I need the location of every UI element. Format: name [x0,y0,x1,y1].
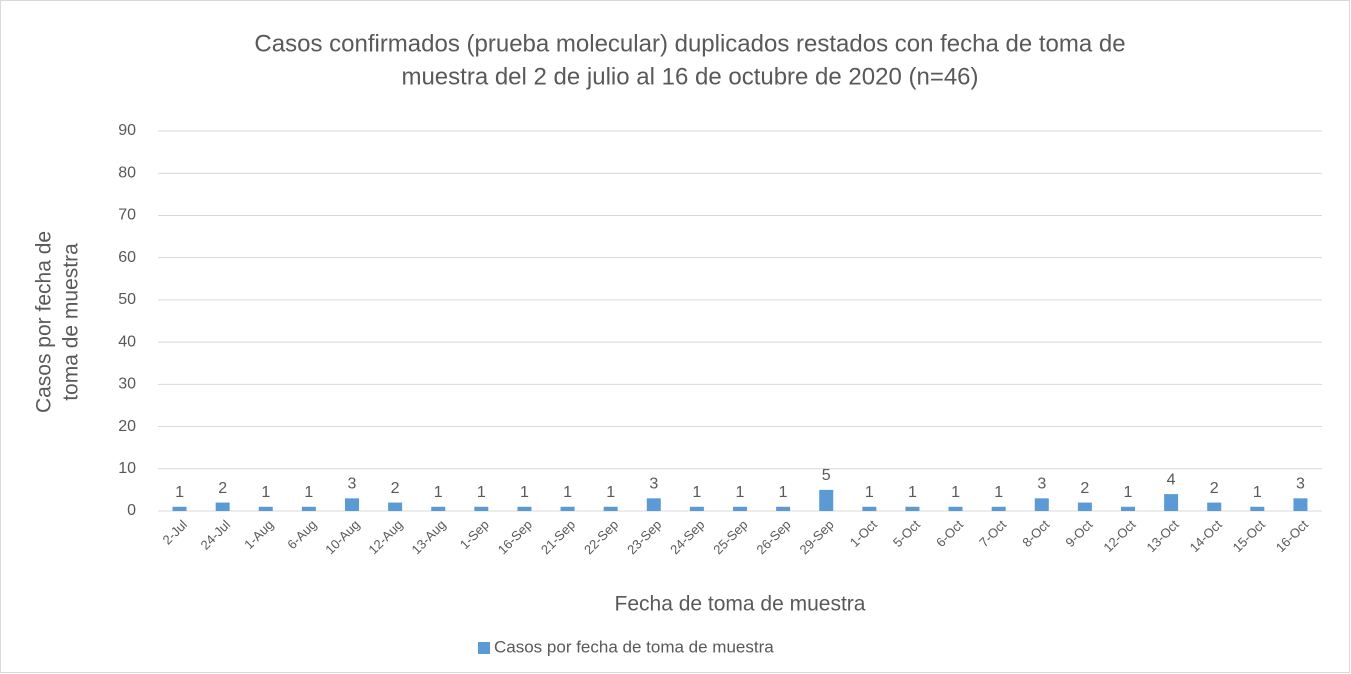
data-label: 1 [692,484,701,501]
bar [603,506,618,511]
data-label: 1 [1124,484,1133,501]
bar [172,506,187,511]
data-label: 1 [951,484,960,501]
data-label: 1 [994,484,1003,501]
data-label: 3 [1296,476,1305,493]
bar [733,506,747,511]
bar [258,506,273,511]
bar [517,506,532,511]
data-label: 5 [822,467,831,484]
data-label: 1 [304,484,313,501]
bar [862,506,877,511]
y-axis-title: toma de muestra [60,243,83,401]
data-label: 1 [736,484,745,501]
y-tick-label: 30 [118,376,136,393]
bar [991,506,1006,511]
legend-label: Casos por fecha de toma de muestra [494,637,774,656]
y-tick-label: 50 [118,291,136,308]
data-label: 1 [261,484,270,501]
y-tick-label: 40 [118,333,136,350]
data-label: 2 [1210,480,1219,497]
y-axis-title: Casos por fecha de [33,231,56,413]
bar [1250,506,1265,511]
bar [431,506,446,511]
y-tick-label: 10 [118,460,136,477]
bar [1077,502,1092,511]
bar [1293,498,1308,511]
bar [1121,506,1135,511]
y-tick-label: 20 [118,418,136,435]
chart-title: muestra del 2 de julio al 16 de octubre … [401,63,978,90]
bar [474,506,489,511]
bar [819,489,834,511]
data-label: 2 [218,480,227,497]
data-label: 3 [649,476,658,493]
data-label: 4 [1167,471,1176,488]
y-tick-label: 60 [118,249,136,266]
data-label: 1 [779,484,788,501]
bar [1164,494,1179,511]
bar [560,506,575,511]
bar [215,502,230,511]
data-label: 1 [865,484,874,501]
bar [905,506,920,511]
data-label: 1 [175,484,184,501]
data-label: 1 [520,484,529,501]
data-label: 1 [434,484,443,501]
y-tick-label: 90 [118,122,136,139]
data-label: 1 [606,484,615,501]
bar [689,506,704,511]
bar [1034,498,1049,511]
chart-title: Casos confirmados (prueba molecular) dup… [254,30,1125,57]
data-label: 1 [477,484,486,501]
bar [948,506,963,511]
bar [1207,502,1222,511]
data-label: 3 [1037,476,1046,493]
bar [776,506,791,511]
data-label: 1 [563,484,572,501]
data-label: 1 [908,484,917,501]
y-tick-label: 0 [127,502,136,519]
data-label: 3 [348,476,357,493]
bar [345,498,359,511]
data-label: 1 [1253,484,1262,501]
legend-swatch [478,642,490,654]
bar [301,506,316,511]
y-tick-label: 70 [118,207,136,224]
data-label: 2 [1080,480,1089,497]
bar [646,498,661,511]
x-axis-title: Fecha de toma de muestra [615,593,866,616]
data-label: 2 [391,480,400,497]
bar [388,502,403,511]
y-tick-label: 80 [118,164,136,181]
